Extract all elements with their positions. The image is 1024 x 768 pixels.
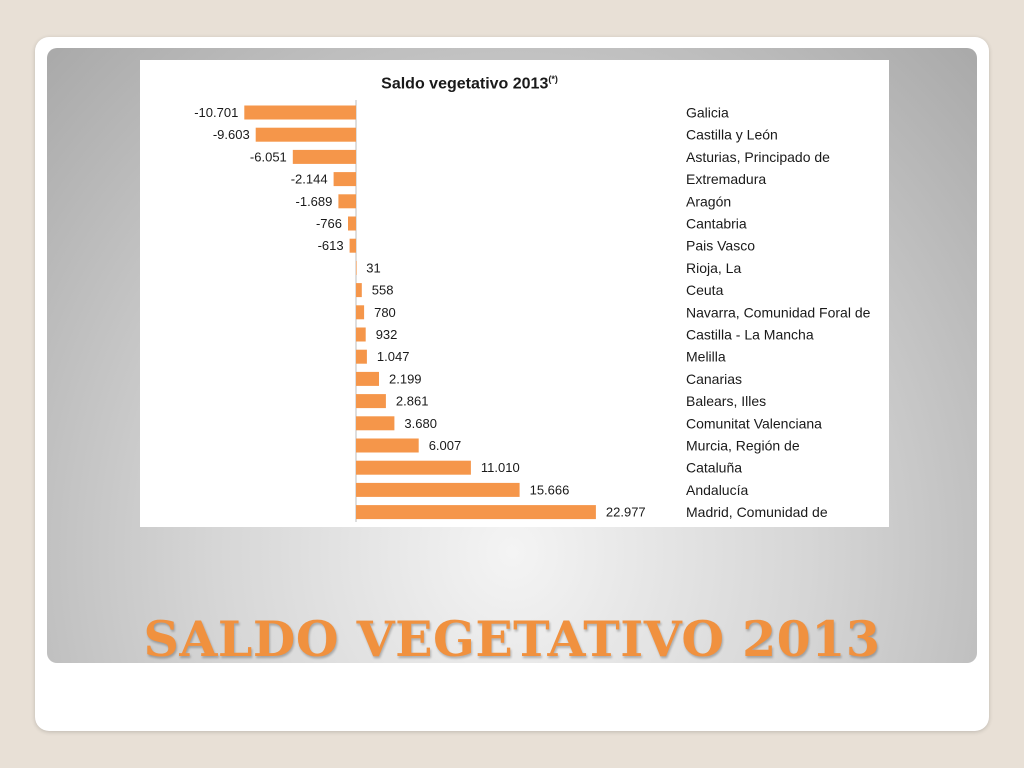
bar: [356, 482, 520, 497]
bar: [338, 194, 356, 209]
category-label: Castilla - La Mancha: [686, 327, 814, 343]
value-label: 6.007: [429, 438, 462, 453]
bar: [356, 505, 596, 520]
value-label: -1.689: [296, 194, 333, 209]
category-label: Andalucía: [686, 482, 748, 498]
category-label: Asturias, Principado de: [686, 149, 830, 165]
value-label: -9.603: [213, 127, 250, 142]
category-label: Rioja, La: [686, 260, 741, 276]
category-label: Cataluña: [686, 460, 742, 476]
value-label: 15.666: [530, 482, 570, 497]
value-label: 2.861: [396, 394, 429, 409]
bar: [356, 416, 395, 431]
category-label: Melilla: [686, 349, 726, 365]
value-label: 932: [376, 327, 398, 342]
value-label: -6.051: [250, 149, 287, 164]
category-label: Canarias: [686, 371, 742, 387]
value-label: 558: [372, 283, 394, 298]
category-label: Murcia, Región de: [686, 438, 800, 454]
category-label: Ceuta: [686, 282, 724, 298]
category-label: Navarra, Comunidad Foral de: [686, 304, 871, 320]
value-label: 1.047: [377, 349, 410, 364]
value-label: 31: [366, 260, 380, 275]
value-label: 780: [374, 305, 396, 320]
category-label: Cantabria: [686, 216, 747, 232]
bar: [333, 172, 356, 187]
chart-title-text: Saldo vegetativo 2013: [381, 75, 549, 93]
chart-title-note: (*): [548, 74, 558, 84]
bar: [356, 438, 419, 453]
bar: [356, 305, 365, 320]
value-label: 3.680: [404, 416, 437, 431]
category-label: Madrid, Comunidad de: [686, 504, 828, 520]
chart-area: -10.701 Galicia -9.603 Castilla y León -6.05…: [140, 60, 889, 527]
value-label: 2.199: [389, 371, 422, 386]
bar: [356, 327, 366, 342]
category-label: Castilla y León: [686, 127, 778, 143]
category-label: Extremadura: [686, 171, 766, 187]
bar: [356, 260, 357, 275]
bar: [356, 371, 379, 386]
category-label: Comunitat Valenciana: [686, 415, 822, 431]
value-label: 22.977: [606, 505, 646, 520]
chart-title: Saldo vegetativo 2013(*): [140, 74, 799, 93]
category-label: Galicia: [686, 105, 729, 121]
category-label: Pais Vasco: [686, 238, 755, 254]
value-label: 11.010: [481, 460, 520, 475]
bar: [356, 394, 386, 409]
bar: [292, 149, 356, 164]
value-label: -613: [318, 238, 344, 253]
bar: [349, 238, 356, 253]
bar-chart: -10.701 Galicia -9.603 Castilla y León -6.05…: [194, 100, 871, 522]
category-label: Balears, Illes: [686, 393, 766, 409]
value-label: -766: [316, 216, 342, 231]
bar: [356, 460, 471, 475]
bar: [244, 105, 356, 120]
bar: [356, 349, 367, 364]
bar: [356, 283, 362, 298]
slide-title: SALDO VEGETATIVO 2013: [143, 610, 881, 668]
value-label: -10.701: [194, 105, 238, 120]
bar: [255, 127, 356, 142]
bar: [348, 216, 356, 231]
category-label: Aragón: [686, 193, 731, 209]
value-label: -2.144: [291, 172, 328, 187]
